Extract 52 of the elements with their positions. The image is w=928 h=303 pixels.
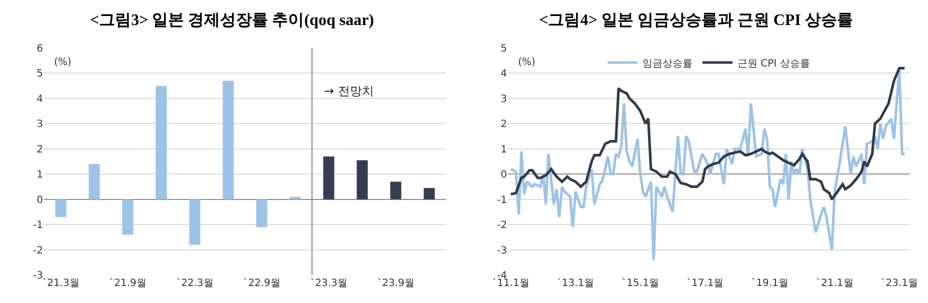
y-tick-label: -2 xyxy=(497,220,507,232)
bar xyxy=(88,164,100,200)
bar xyxy=(356,160,368,200)
x-tick-label: `23.3월 xyxy=(310,278,348,289)
y-tick-label: -3 xyxy=(497,245,507,256)
y-tick-label: 0 xyxy=(36,194,43,206)
y-tick-label: 1 xyxy=(36,170,43,181)
y-tick-label: 3 xyxy=(500,94,507,105)
bar xyxy=(55,199,66,217)
y-tick-label: -1 xyxy=(33,220,43,232)
x-tick-label: `15.1월 xyxy=(622,278,659,289)
y-tick-label: -3 xyxy=(33,270,43,282)
line-series xyxy=(509,66,906,201)
x-tick-label: `19.1월 xyxy=(751,278,788,289)
y-tick-label: 2 xyxy=(36,144,43,156)
bar xyxy=(390,182,402,200)
y-tick-label: 5 xyxy=(36,68,43,80)
annotation: → 전망치 xyxy=(324,84,374,98)
y-tick-label: 1 xyxy=(500,144,507,156)
chart-title: <그림4> 일본 임금상승률과 근원 CPI 상승률 xyxy=(539,12,853,29)
y-tick-label: -1 xyxy=(497,194,507,206)
x-tick-label: `21.3월 xyxy=(42,278,80,289)
line-series xyxy=(509,69,906,262)
x-tick-label: `22.3월 xyxy=(176,278,214,289)
bar xyxy=(424,188,435,200)
annotation: (%) xyxy=(518,57,536,68)
y-tick-label: 4 xyxy=(500,68,507,80)
y-tick-label: 0 xyxy=(500,170,507,181)
annotation: (%) xyxy=(54,57,72,68)
chart-title: <그림3> 일본 경제성장률 추이(qoq saar) xyxy=(90,12,374,29)
y-tick-label: 3 xyxy=(36,119,43,130)
y-tick-label: 6 xyxy=(36,44,43,54)
bar xyxy=(189,199,200,245)
bar xyxy=(122,199,134,235)
y-tick-label: 5 xyxy=(500,44,507,54)
x-tick-label: `13.1월 xyxy=(556,278,594,289)
y-tick-label: 2 xyxy=(500,119,507,130)
x-tick-label: `17.1월 xyxy=(686,278,724,289)
y-tick-label: 4 xyxy=(36,94,43,105)
bar xyxy=(256,199,268,228)
legend-label: 임금상승률 xyxy=(642,58,692,70)
x-tick-label: `22.9월 xyxy=(243,278,280,289)
y-tick-label: -2 xyxy=(33,245,43,256)
x-tick-label: `23.1월 xyxy=(880,278,918,289)
bar xyxy=(323,156,334,200)
x-tick-label: `23.9월 xyxy=(377,278,414,289)
bar xyxy=(222,80,234,200)
x-tick-label: `21.9월 xyxy=(109,278,146,289)
legend-label: 근원 CPI 상승률 xyxy=(738,58,810,70)
x-tick-label: `21.1월 xyxy=(816,278,854,289)
bar xyxy=(156,86,167,200)
bar xyxy=(290,196,301,200)
